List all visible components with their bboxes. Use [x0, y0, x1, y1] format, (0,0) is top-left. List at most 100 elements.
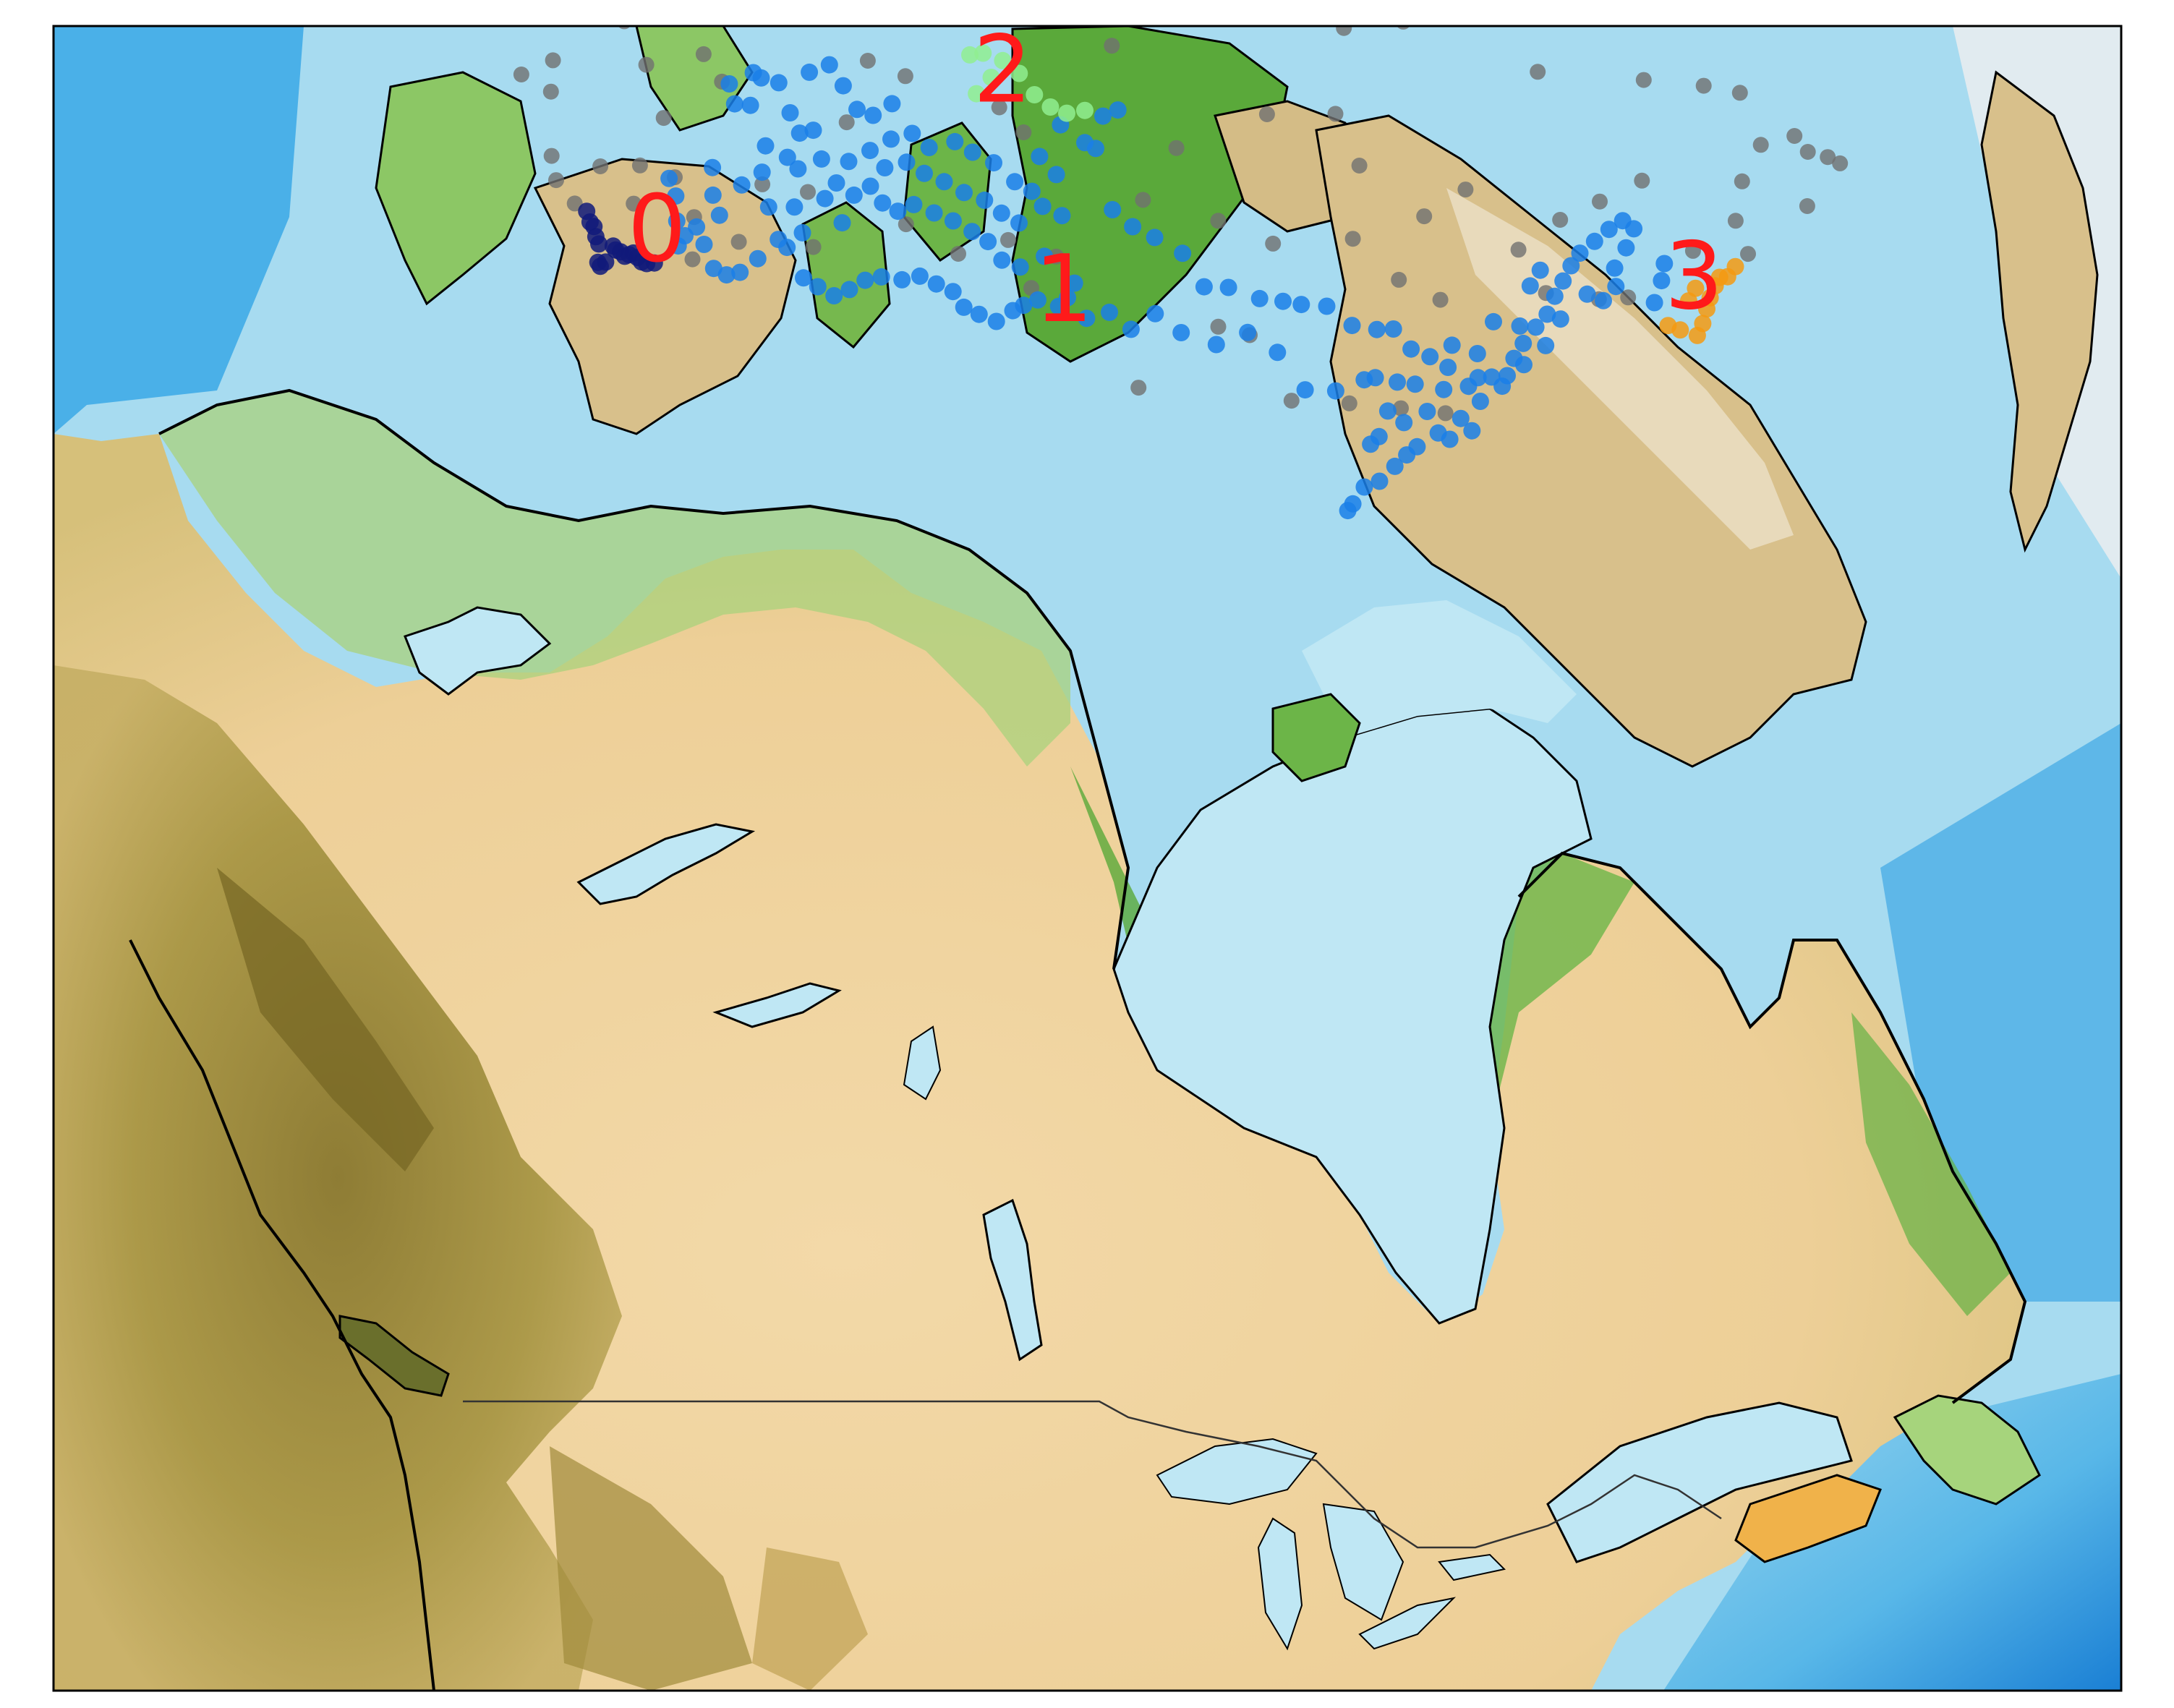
lake-athabasca	[712, 982, 842, 1028]
cluster-3-station-point	[1659, 317, 1677, 335]
noise-station-point	[805, 239, 822, 255]
cluster-1-station-point	[1355, 478, 1373, 496]
cluster-2-label: 2	[973, 17, 1032, 124]
cluster-1-station-point	[1023, 182, 1041, 200]
cluster-1-station-point	[717, 266, 736, 284]
cluster-1-station-point	[668, 212, 686, 230]
cluster-3-label: 3	[1664, 223, 1723, 330]
us-mountains	[550, 1446, 752, 1691]
cluster-1-station-point	[1531, 261, 1549, 279]
noise-station-point	[1391, 271, 1407, 288]
foxe-basin	[1302, 600, 1577, 738]
cluster-1-station-point	[752, 69, 770, 87]
cluster-1-station-point	[741, 96, 759, 114]
nova-scotia	[1734, 1474, 1882, 1563]
noise-station-point	[626, 195, 642, 212]
cluster-1-station-point	[1036, 247, 1054, 265]
noise-station-point	[754, 176, 771, 192]
noise-station-point	[1468, 0, 1484, 6]
noise-station-point	[638, 56, 655, 73]
cluster-1-station-point	[731, 263, 749, 281]
cluster-1-station-point	[916, 164, 933, 182]
noise-station-point	[1015, 124, 1032, 140]
cluster-1-station-point	[733, 176, 751, 194]
hudson-bay-lowland	[1070, 767, 1244, 1114]
noise-station-point	[1832, 155, 1849, 171]
cluster-3-station-point	[1687, 279, 1705, 297]
cluster-1-station-point	[816, 189, 834, 208]
cluster-1-station-point	[1269, 343, 1287, 362]
cluster-1-station-point	[1515, 356, 1533, 374]
great-bear-lake	[404, 606, 552, 696]
cluster-1-station-point	[720, 75, 738, 93]
cluster-1-station-point	[905, 195, 923, 213]
cluster-1-station-point	[1109, 101, 1127, 119]
noise-station-point	[1620, 289, 1637, 306]
cluster-1-station-point	[1076, 134, 1094, 152]
cluster-1-station-point	[864, 106, 882, 124]
cluster-1-station-point	[1065, 274, 1083, 292]
noise-station-point	[1210, 213, 1227, 229]
cluster-1-station-point	[963, 223, 981, 241]
newfoundland	[1893, 1394, 2041, 1506]
cluster-1-station-point	[1292, 296, 1310, 314]
cluster-1-station-point	[770, 74, 788, 92]
cluster-1-station-point	[809, 278, 827, 296]
baffin-island	[1315, 114, 1867, 768]
cluster-1-station-point	[874, 194, 892, 212]
noise-station-point	[1695, 77, 1712, 94]
cluster-1-station-point	[820, 56, 838, 74]
cluster-1-station-point	[963, 143, 981, 161]
cluster-1-station-point	[778, 148, 796, 166]
noise-station-point	[1130, 380, 1147, 396]
noise-station-point	[1799, 198, 1815, 214]
cluster-2-station-point	[974, 44, 992, 62]
cluster-1-station-point	[1471, 393, 1489, 410]
noise-station-point	[801, 10, 817, 26]
cluster-1-station-point	[749, 249, 767, 268]
cluster-1-station-point	[795, 269, 812, 287]
cluster-1-station-point	[827, 174, 845, 192]
cluster-1-station-point	[861, 142, 879, 160]
noise-station-point	[1575, 0, 1591, 9]
cluster-1-station-point	[1015, 296, 1033, 315]
noise-station-point	[1740, 246, 1756, 262]
cluster-1-station-point	[840, 153, 858, 171]
noise-station-point	[1416, 208, 1433, 225]
noise-station-point	[1210, 318, 1227, 335]
lake-michigan	[1257, 1517, 1303, 1651]
noise-station-point	[1752, 137, 1769, 153]
cluster-1-station-point	[1395, 414, 1413, 432]
cluster-1-station-point	[1521, 277, 1539, 295]
cluster-1-station-point	[903, 124, 921, 142]
cluster-1-station-point	[1406, 375, 1424, 393]
cluster-1-station-point	[756, 137, 775, 155]
cluster-1-station-point	[1585, 232, 1603, 250]
cluster-1-station-point	[688, 218, 706, 236]
cluster-1-station-point	[778, 239, 796, 257]
noise-station-point	[859, 53, 876, 69]
cluster-1-station-point	[1653, 272, 1671, 290]
cluster-1-station-point	[1195, 278, 1213, 296]
noise-station-point	[1432, 291, 1449, 308]
cluster-1-station-point	[704, 186, 722, 204]
noise-station-point	[1437, 405, 1454, 422]
cluster-labels: 0 1 2 3	[628, 17, 1723, 343]
cluster-1-station-point	[1371, 472, 1389, 490]
cluster-1-station-point	[1538, 305, 1556, 323]
beaufort-deep-water	[54, 26, 304, 434]
cluster-1-station-point	[1645, 294, 1663, 312]
cluster-1-station-point	[1463, 422, 1481, 440]
cluster-1-station-point	[695, 236, 713, 253]
cluster-1-station-point	[1617, 239, 1635, 257]
noise-station-point	[1135, 192, 1151, 208]
cluster-1-station-point	[1546, 287, 1564, 305]
cluster-1-station-point	[1551, 310, 1569, 328]
cluster-1-station-point	[987, 312, 1005, 330]
cluster-1-station-point	[955, 184, 973, 202]
vancouver-island	[338, 1315, 450, 1397]
greenland-coast	[1980, 70, 2099, 553]
noise-station-point	[770, 0, 785, 5]
cluster-0-label: 0	[628, 176, 686, 283]
cluster-1-station-point	[1595, 291, 1612, 309]
